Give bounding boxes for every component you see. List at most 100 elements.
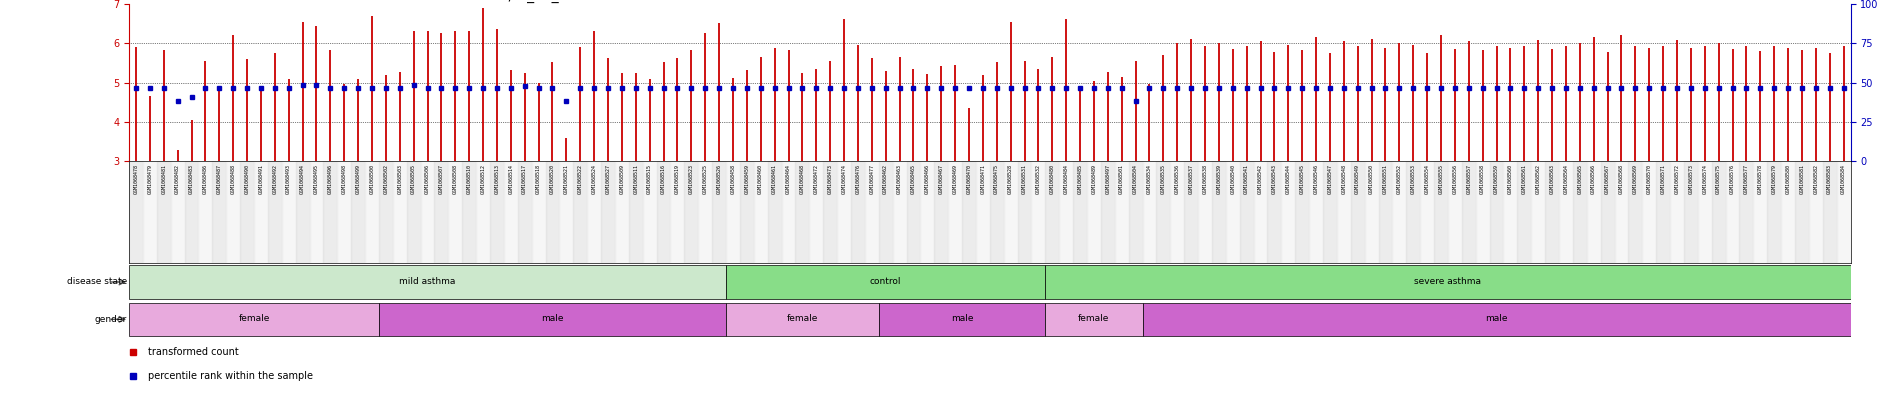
Text: GSM1068544: GSM1068544: [1285, 164, 1291, 194]
Text: GSM1068525: GSM1068525: [702, 164, 708, 194]
Bar: [1046, 161, 1059, 263]
Bar: [573, 161, 586, 263]
Bar: [1796, 161, 1809, 263]
Text: female: female: [239, 314, 270, 323]
Bar: [1351, 161, 1365, 263]
Bar: [1503, 161, 1517, 263]
Text: GSM1068501: GSM1068501: [1120, 164, 1124, 194]
Bar: [949, 161, 962, 263]
Text: GSM1068473: GSM1068473: [828, 164, 833, 194]
Text: GSM1068566: GSM1068566: [1591, 164, 1596, 194]
Text: female: female: [1078, 314, 1110, 323]
Text: GSM1068569: GSM1068569: [1632, 164, 1638, 194]
Bar: [1490, 161, 1503, 263]
Text: GSM1068576: GSM1068576: [1731, 164, 1735, 194]
Text: GSM1068460: GSM1068460: [757, 164, 763, 194]
Text: GSM1068545: GSM1068545: [1300, 164, 1304, 194]
Text: GSM1068553: GSM1068553: [1410, 164, 1416, 194]
Bar: [1739, 161, 1754, 263]
Text: GSM1068527: GSM1068527: [605, 164, 611, 194]
Text: GSM1068550: GSM1068550: [1368, 164, 1374, 194]
Bar: [712, 161, 727, 263]
Bar: [406, 161, 421, 263]
Text: GSM1068489: GSM1068489: [1091, 164, 1097, 194]
Bar: [685, 161, 698, 263]
Text: GSM1068531: GSM1068531: [1021, 164, 1027, 194]
Text: GSM1068518: GSM1068518: [535, 164, 541, 194]
Bar: [1156, 161, 1171, 263]
Text: GSM1068465: GSM1068465: [911, 164, 917, 194]
Bar: [1046, 265, 1851, 299]
Bar: [476, 161, 490, 263]
Bar: [1253, 161, 1268, 263]
Text: GSM1068477: GSM1068477: [869, 164, 875, 194]
Bar: [767, 161, 782, 263]
Bar: [921, 161, 934, 263]
Text: GSM1068548: GSM1068548: [1342, 164, 1346, 194]
Text: GSM1068543: GSM1068543: [1272, 164, 1277, 194]
Bar: [670, 161, 685, 263]
Bar: [1587, 161, 1600, 263]
Text: GSM1068559: GSM1068559: [1494, 164, 1499, 194]
Text: GSM1068459: GSM1068459: [744, 164, 750, 194]
Text: male: male: [951, 314, 974, 323]
Bar: [795, 161, 809, 263]
Bar: [782, 161, 795, 263]
Bar: [602, 161, 615, 263]
Text: GSM1068516: GSM1068516: [661, 164, 666, 194]
Bar: [1406, 161, 1420, 263]
Bar: [615, 161, 628, 263]
Text: GSM1068558: GSM1068558: [1480, 164, 1484, 194]
Text: GSM1068532: GSM1068532: [1036, 164, 1040, 194]
Bar: [1573, 161, 1587, 263]
Bar: [1072, 161, 1088, 263]
Bar: [1435, 161, 1448, 263]
Text: GSM1068554: GSM1068554: [1425, 164, 1429, 194]
Text: GSM1068487: GSM1068487: [216, 164, 222, 194]
Bar: [1184, 161, 1198, 263]
Bar: [1294, 161, 1310, 263]
Bar: [158, 161, 171, 263]
Text: GSM1068542: GSM1068542: [1258, 164, 1262, 194]
Bar: [1268, 161, 1281, 263]
Text: GSM1068565: GSM1068565: [1577, 164, 1583, 194]
Text: GSM1068510: GSM1068510: [467, 164, 473, 194]
Text: severe asthma: severe asthma: [1414, 277, 1482, 286]
Bar: [907, 161, 921, 263]
Text: GSM1068557: GSM1068557: [1467, 164, 1471, 194]
Bar: [1600, 161, 1615, 263]
Text: GSM1068551: GSM1068551: [1384, 164, 1387, 194]
Bar: [754, 161, 767, 263]
Bar: [1837, 161, 1851, 263]
Bar: [1281, 161, 1294, 263]
Bar: [809, 161, 824, 263]
Text: GSM1068490: GSM1068490: [245, 164, 249, 194]
Bar: [1628, 161, 1642, 263]
Text: GSM1068537: GSM1068537: [1188, 164, 1194, 194]
Bar: [1129, 161, 1143, 263]
Text: GSM1068458: GSM1068458: [731, 164, 735, 194]
Text: GSM1068511: GSM1068511: [634, 164, 638, 194]
Text: GSM1068526: GSM1068526: [717, 164, 721, 194]
Text: GSM1068534: GSM1068534: [1146, 164, 1152, 194]
Bar: [1239, 161, 1253, 263]
Text: GSM1068582: GSM1068582: [1813, 164, 1818, 194]
Bar: [1754, 161, 1767, 263]
Bar: [531, 161, 545, 263]
Bar: [1699, 161, 1712, 263]
Bar: [142, 161, 158, 263]
Bar: [184, 161, 199, 263]
Bar: [545, 161, 560, 263]
Text: GSM1068570: GSM1068570: [1647, 164, 1651, 194]
Bar: [1420, 161, 1435, 263]
Text: GSM1068506: GSM1068506: [425, 164, 431, 194]
Bar: [1213, 161, 1226, 263]
Text: GSM1068478: GSM1068478: [133, 164, 139, 194]
Bar: [1198, 161, 1213, 263]
Bar: [934, 161, 949, 263]
Bar: [351, 161, 364, 263]
Bar: [1088, 161, 1101, 263]
Bar: [171, 161, 184, 263]
Text: GSM1068497: GSM1068497: [1105, 164, 1110, 194]
Text: GSM1068522: GSM1068522: [577, 164, 583, 194]
